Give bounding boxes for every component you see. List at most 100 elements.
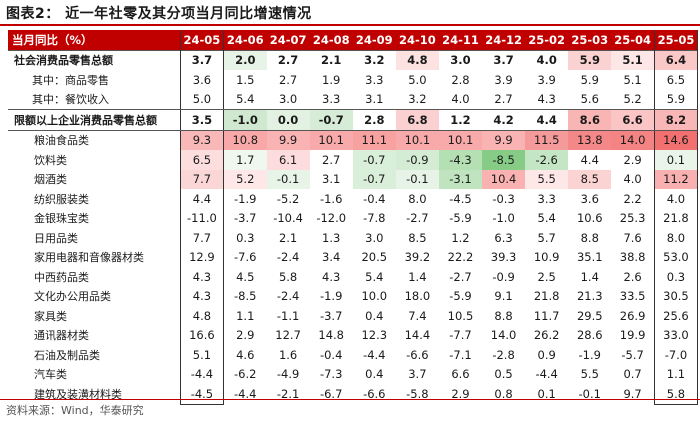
table-cell: 8.5 <box>568 169 612 189</box>
table-cell: -8.5 <box>234 289 257 304</box>
table-cell: -4.5 <box>449 191 472 206</box>
column-header: 25-03 <box>568 30 612 50</box>
table-cell: 10.5 <box>447 308 474 323</box>
table-cell: -4.4 <box>234 387 257 401</box>
row-label: 日用品类 <box>34 231 78 245</box>
table-cell: 11.7 <box>533 308 560 323</box>
table-cell: -0.9 <box>395 150 439 170</box>
table-cell: 8.8 <box>580 230 599 245</box>
table-cell: 14.0 <box>611 130 655 150</box>
table-body: 社会消费品零售总额 3.7 2.0 2.7 2.1 3.2 4.8 3.0 3.7 4.0 5.9 5… <box>8 49 699 405</box>
column-header: 25-04 <box>611 30 655 50</box>
column-header: 24-09 <box>352 30 396 50</box>
header-row: 当月同比（%） 24-05 24-06 24-07 24-08 24-09 24… <box>8 30 699 50</box>
row-label: 汽车类 <box>34 368 67 382</box>
table-cell: 5.4 <box>537 211 556 226</box>
table-cell: 3.4 <box>322 250 341 265</box>
table-cell: 19.9 <box>619 328 646 343</box>
row-label: 粮油食品类 <box>34 134 89 148</box>
column-header: 24-08 <box>309 30 353 50</box>
row-label: 文化办公用品类 <box>34 290 111 304</box>
table-cell: 53.0 <box>653 247 699 267</box>
table-cell: 6.4 <box>653 49 699 70</box>
row-label: 建筑及装潢材料类 <box>34 388 122 401</box>
table-cell: 6.5 <box>179 150 224 170</box>
table-cell: 14.0 <box>490 328 517 343</box>
table-cell: 8.8 <box>494 308 513 323</box>
table-cell: 4.3 <box>525 89 569 110</box>
table-cell: -6.6 <box>363 387 386 401</box>
table-cell: 4.0 <box>653 189 699 209</box>
table-cell: -1.9 <box>319 289 343 304</box>
table-cell: 10.1 <box>438 130 483 150</box>
table-cell: 1.5 <box>236 72 255 87</box>
table-cell: 4.2 <box>482 109 526 131</box>
table-cell: -2.6 <box>525 150 569 170</box>
table-cell: -2.4 <box>276 289 300 304</box>
table-cell: 4.4 <box>525 109 569 131</box>
table-cell: 3.7 <box>482 49 526 70</box>
table-cell: -5.9 <box>449 289 472 304</box>
table-cell: 5.6 <box>568 89 612 110</box>
table-cell: 11.2 <box>653 169 699 189</box>
table-cell: -5.8 <box>406 387 429 401</box>
table-cell: -7.7 <box>449 328 472 343</box>
table-cell: 9.3 <box>179 130 224 150</box>
table-cell: -0.1 <box>395 169 439 189</box>
table-cell: 4.5 <box>236 269 255 284</box>
table-cell: 5.1 <box>623 72 642 87</box>
table-cell: -5.2 <box>276 191 300 206</box>
table-cell: -0.3 <box>492 191 515 206</box>
table-cell: 8.6 <box>568 109 612 131</box>
table-cell: 0.7 <box>623 367 642 382</box>
table-cell: 39.2 <box>404 250 431 265</box>
title-bar: 图表2： 近一年社零及其分项当月同比增速情况 <box>0 0 700 26</box>
table-cell: 6.6 <box>451 367 470 382</box>
table-cell: 1.2 <box>438 109 483 131</box>
table-cell: 3.2 <box>352 49 396 70</box>
table-cell: -5.9 <box>449 211 472 226</box>
table-cell: 5.4 <box>223 89 267 110</box>
table-cell: 0.1 <box>537 387 556 401</box>
table-cell: 33.5 <box>619 289 646 304</box>
table-cell: -6.2 <box>234 367 257 382</box>
table-cell: 12.3 <box>361 328 388 343</box>
table-cell: 0.3 <box>653 267 699 287</box>
table-cell: 9.1 <box>494 289 513 304</box>
table-cell: 10.8 <box>223 130 267 150</box>
table-cell: 2.1 <box>278 230 298 245</box>
table-cell: 5.8 <box>653 384 699 405</box>
table-cell: 7.6 <box>623 230 642 245</box>
table-cell: 5.5 <box>525 169 569 189</box>
table-row: 汽车类 -4.4 -6.2 -4.9 -7.3 0.4 3.7 6.6 0.5 -4.4 5.5 0.… <box>8 364 699 384</box>
table-cell: -4.9 <box>276 367 300 382</box>
table-cell: 4.0 <box>611 169 655 189</box>
table-cell: 3.0 <box>365 230 384 245</box>
source-note: 资料来源：Wind，华泰研究 <box>6 404 144 417</box>
row-label: 家用电器和音像器材类 <box>34 251 144 265</box>
table-cell: 35.1 <box>576 250 603 265</box>
table-cell: -0.1 <box>266 169 310 189</box>
table-row: 通讯器材类 16.6 2.9 12.7 14.8 12.3 14.4 -7.7 14.0 26.2… <box>8 325 699 345</box>
table-cell: 5.4 <box>365 269 384 284</box>
row-label: 烟酒类 <box>34 173 67 187</box>
table-cell: -4.4 <box>363 347 386 362</box>
table-cell: -4.4 <box>179 364 224 384</box>
table-cell: 28.6 <box>576 328 603 343</box>
table-cell: 3.3 <box>537 191 556 206</box>
table-cell: 3.0 <box>266 89 310 110</box>
table-row: 饮料类 6.5 1.7 6.1 2.7 -0.7 -0.9 -4.3 -8.5 -2.6 4.4 2.… <box>8 150 699 170</box>
chart-title: 图表2： 近一年社零及其分项当月同比增速情况 <box>6 6 312 22</box>
table-row: 金银珠宝类 -11.0 -3.7 -10.4 -12.0 -7.8 -2.7 -5.9 -1.0… <box>8 208 699 228</box>
table-cell: 3.6 <box>580 191 599 206</box>
table-cell: 5.2 <box>223 169 267 189</box>
table-cell: 5.1 <box>179 345 224 365</box>
table-cell: 4.3 <box>179 286 224 306</box>
table-row: 家用电器和音像器材类 12.9 -7.6 -2.4 3.4 20.5 39.2 22.2 39.… <box>8 247 699 267</box>
table-cell: 3.7 <box>179 49 224 70</box>
table-row: 烟酒类 7.7 5.2 -0.1 3.1 -0.7 -0.1 -3.1 10.4 5.5 8.5 4.… <box>8 169 699 189</box>
table-row: 建筑及装潢材料类 -4.5 -4.4 -2.1 -6.7 -6.6 -5.8 2.9 0.8 0.… <box>8 384 699 405</box>
table-cell: 2.9 <box>236 328 255 343</box>
table-cell: 25.6 <box>653 306 699 326</box>
column-header: 24-10 <box>395 30 439 50</box>
